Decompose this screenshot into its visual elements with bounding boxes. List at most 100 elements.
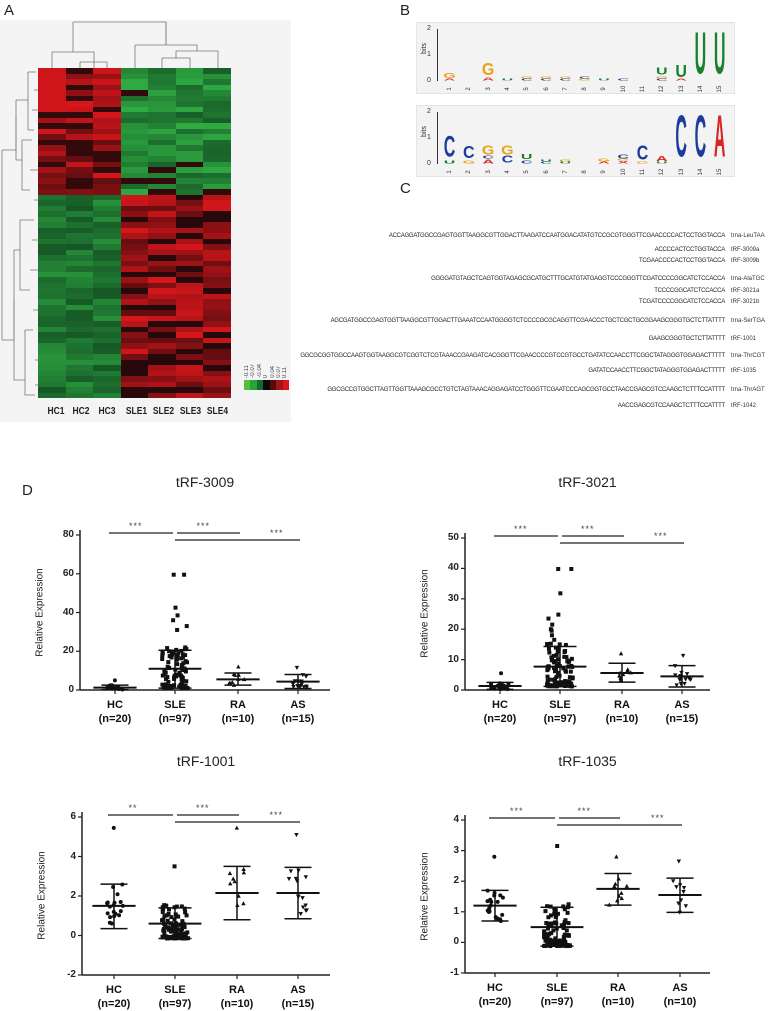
data-point xyxy=(562,920,567,925)
y-tick-label: 0 xyxy=(70,929,76,941)
data-point xyxy=(160,653,165,658)
data-point xyxy=(165,675,170,680)
data-point xyxy=(294,832,299,838)
data-point xyxy=(567,943,572,948)
data-point xyxy=(485,899,490,904)
data-point xyxy=(547,937,552,942)
logo-position-label: 4 xyxy=(504,87,511,91)
data-point xyxy=(181,652,186,657)
heatmap-sample-label: HC1 xyxy=(47,406,65,417)
data-point xyxy=(545,642,550,647)
data-point xyxy=(548,641,553,646)
heatmap-legend-ticks: -0.11 -0.07 -0.04 0 0.04 0.07 0.11 xyxy=(244,352,289,378)
logo-letter: U xyxy=(656,161,668,165)
data-point xyxy=(551,928,556,933)
data-point xyxy=(565,910,570,915)
data-point xyxy=(549,942,554,947)
data-point xyxy=(176,651,181,656)
data-point xyxy=(300,905,306,910)
y-tick-label: 80 xyxy=(62,529,74,540)
data-point xyxy=(619,896,624,901)
data-point xyxy=(556,646,561,651)
data-point xyxy=(303,903,308,908)
sequence-text: TCCCCGGCATCTCCACCA xyxy=(654,288,725,294)
logo-position-label: 2 xyxy=(466,87,473,91)
x-category-count: (n=10) xyxy=(221,713,255,725)
logo-column: U xyxy=(692,25,709,89)
data-point xyxy=(543,909,548,914)
data-point xyxy=(624,883,629,888)
data-point xyxy=(618,651,624,656)
logo-position-label: 6 xyxy=(543,87,550,91)
y-tick-label: 40 xyxy=(447,562,459,574)
data-point xyxy=(177,932,182,937)
data-point xyxy=(555,670,560,675)
logo-position-label: 14 xyxy=(697,85,704,93)
data-point xyxy=(674,683,679,688)
logo-letter: U xyxy=(694,25,707,89)
x-category-label: AS xyxy=(674,699,690,711)
logo-position-label: 12 xyxy=(659,168,666,176)
logo-y-tick: 2 xyxy=(427,108,431,115)
significance-label: *** xyxy=(577,806,592,816)
data-point xyxy=(179,904,184,909)
data-point xyxy=(108,915,113,920)
data-point xyxy=(552,906,557,911)
logo-letter: C xyxy=(540,78,552,82)
logo-position-label: 13 xyxy=(678,85,685,93)
heatmap-sample-label: SLE3 xyxy=(179,406,202,417)
sequence-name: tRF-3021a xyxy=(731,288,760,294)
data-point xyxy=(542,929,547,934)
data-point xyxy=(545,674,550,679)
sequence-row: GGCGCCGTGGCTTAGTTGGTTAAAGCGCCTGTCTAGTAAA… xyxy=(327,387,773,393)
data-point xyxy=(118,909,123,914)
logo-y-tick: 2 xyxy=(427,25,431,32)
data-point xyxy=(499,671,504,676)
data-point xyxy=(559,923,564,928)
sequence-row: AACCGAGCGTCCAAGCTCTTTCCATTTT tRF-1042 xyxy=(618,403,773,409)
y-tick-label: 6 xyxy=(70,811,76,822)
data-point xyxy=(294,665,300,671)
sequence-name: tRF-1035 xyxy=(731,368,757,374)
data-point xyxy=(558,591,563,596)
x-category-label: RA xyxy=(229,984,245,996)
data-point xyxy=(688,677,693,682)
data-point xyxy=(241,870,247,875)
data-point xyxy=(498,893,503,898)
data-point xyxy=(166,907,171,912)
data-point xyxy=(160,656,165,661)
logo-position-label: 10 xyxy=(620,168,627,176)
data-point xyxy=(109,921,114,926)
chart-title: tRF-1035 xyxy=(558,753,617,769)
data-point xyxy=(546,921,551,926)
y-tick-label: 4 xyxy=(453,814,459,825)
data-point xyxy=(552,666,557,671)
data-point xyxy=(166,925,171,930)
data-point xyxy=(617,673,622,678)
data-point xyxy=(561,904,566,909)
data-point xyxy=(162,683,167,688)
heatmap-column xyxy=(93,68,121,398)
data-point xyxy=(546,616,551,621)
data-point xyxy=(298,683,303,689)
heatmap-grid xyxy=(38,68,232,398)
panel-letter-c: C xyxy=(400,180,411,197)
logo-letter: C xyxy=(675,108,687,172)
data-point xyxy=(552,669,557,674)
data-point xyxy=(170,651,175,656)
data-point xyxy=(166,660,171,665)
data-point xyxy=(183,669,188,674)
data-point xyxy=(563,679,568,684)
logo-position-label: 1 xyxy=(447,87,453,91)
logo-letter: G xyxy=(539,76,553,80)
sequence-text: GATATCCAACCTTCGGCTATAGGGTGGAGACTTTTT xyxy=(588,368,725,374)
data-point xyxy=(566,933,571,938)
logo-letter: G xyxy=(481,143,495,158)
data-point xyxy=(561,934,566,939)
